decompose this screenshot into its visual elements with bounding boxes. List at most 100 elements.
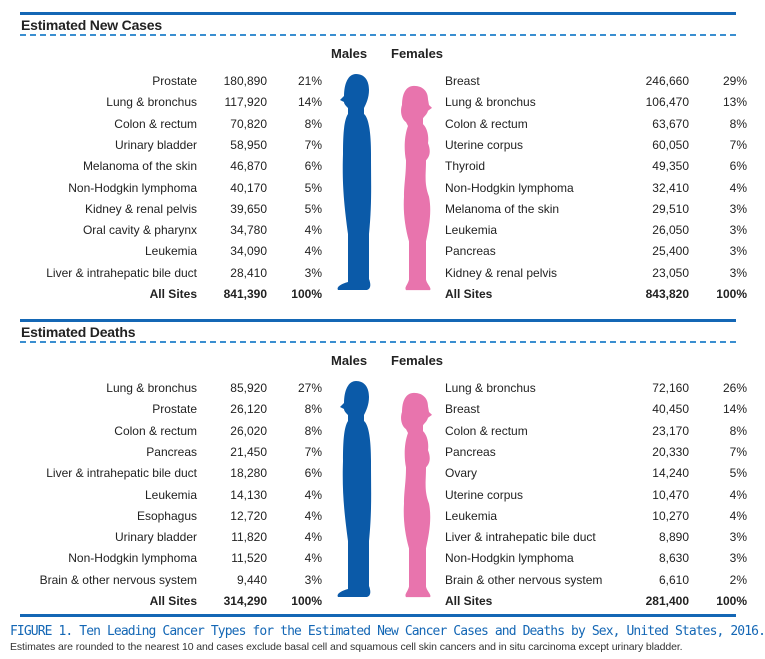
table-row: Kidney & renal pelvis 39,650 5% Melanoma o… (20, 199, 747, 219)
table-row: Esophagus 12,720 4% Leukemia 10,270 4% (20, 506, 747, 526)
female-count: 843,820 (645, 287, 689, 301)
table-row: Liver & intrahepatic bile duct 28,410 3% K… (20, 263, 747, 283)
male-percent: 6% (304, 159, 322, 174)
male-site: All Sites (149, 594, 197, 608)
female-site: Pancreas (445, 444, 496, 459)
female-silhouette-icon (401, 392, 432, 598)
female-percent: 7% (729, 444, 747, 459)
male-site: Liver & intrahepatic bile duct (46, 265, 197, 280)
section-title: Estimated New Cases (21, 17, 162, 33)
male-count: 58,950 (230, 137, 267, 152)
male-percent: 4% (304, 244, 322, 259)
female-percent: 100% (716, 287, 747, 301)
new-cases-section: Estimated New Cases Males Females Prosta… (20, 12, 747, 312)
male-percent: 3% (304, 265, 322, 280)
table-row: Liver & intrahepatic bile duct 18,280 6% O… (20, 463, 747, 483)
female-percent: 4% (729, 508, 747, 523)
male-silhouette-icon (337, 381, 372, 597)
male-site: Lung & bronchus (106, 381, 197, 395)
male-percent: 4% (304, 508, 322, 523)
table-row: Leukemia 34,090 4% Pancreas 25,400 3% (20, 241, 747, 261)
female-site: Breast (445, 402, 480, 417)
female-percent: 100% (716, 594, 747, 608)
female-site: Thyroid (445, 159, 486, 174)
male-count: 11,820 (231, 530, 267, 545)
female-site: Pancreas (445, 244, 496, 259)
table-row: Oral cavity & pharynx 34,780 4% Leukemia 26… (20, 220, 747, 240)
male-count: 12,720 (230, 508, 267, 523)
female-percent: 3% (729, 265, 747, 280)
male-count: 14,130 (230, 487, 267, 502)
male-percent: 8% (304, 402, 322, 417)
table-row: Colon & rectum 26,020 8% Colon & rectum 23,… (20, 421, 747, 441)
female-percent: 2% (729, 572, 747, 587)
male-percent: 100% (291, 287, 322, 301)
table-row: Urinary bladder 11,820 4% Liver & intrahep… (20, 527, 747, 547)
male-count: 117,920 (224, 95, 268, 110)
male-count: 18,280 (230, 466, 267, 481)
male-count: 70,820 (230, 116, 267, 131)
female-site: Liver & intrahepatic bile duct (445, 530, 596, 545)
table-row: Prostate 180,890 21% Breast 246,660 29% (20, 71, 747, 91)
female-count: 25,400 (652, 244, 689, 259)
male-percent: 6% (304, 466, 322, 481)
female-percent: 8% (729, 116, 747, 131)
female-percent: 3% (729, 201, 747, 216)
female-percent: 3% (729, 223, 747, 238)
table-row: Prostate 26,120 8% Breast 40,450 14% (20, 399, 747, 419)
table-row: Lung & bronchus 85,920 27% Lung & bronchus… (20, 378, 747, 398)
female-count: 8,630 (658, 551, 689, 566)
male-count: 28,410 (230, 265, 267, 280)
male-percent: 4% (304, 530, 322, 545)
female-percent: 4% (729, 180, 747, 195)
female-site: All Sites (445, 287, 493, 301)
female-percent: 8% (729, 423, 747, 438)
female-count: 6,610 (658, 572, 689, 587)
male-count: 21,450 (230, 444, 267, 459)
table-row: Non-Hodgkin lymphoma 11,520 4% Non-Hodgkin… (20, 548, 747, 568)
male-percent: 3% (304, 572, 322, 587)
figure-caption: FIGURE 1. Ten Leading Cancer Types for t… (10, 624, 765, 639)
male-percent: 8% (304, 423, 322, 438)
male-site: Oral cavity & pharynx (82, 223, 197, 238)
male-count: 9,440 (236, 572, 267, 587)
female-percent: 14% (722, 402, 747, 417)
female-site: Uterine corpus (445, 487, 524, 502)
female-site: Brain & other nervous system (445, 572, 603, 587)
section-top-rule (20, 319, 736, 322)
male-site: Liver & intrahepatic bile duct (46, 466, 197, 481)
section-top-rule (20, 12, 736, 15)
female-silhouette-icon (401, 85, 432, 291)
female-percent: 7% (729, 137, 747, 152)
male-count: 11,520 (231, 551, 267, 566)
table-row: Colon & rectum 70,820 8% Colon & rectum 63,… (20, 114, 747, 134)
male-percent: 8% (304, 116, 322, 131)
dashed-divider (20, 34, 736, 36)
female-count: 8,890 (658, 530, 689, 545)
bottom-rule (20, 614, 736, 617)
female-site: Uterine corpus (445, 137, 524, 152)
male-site: Pancreas (146, 444, 197, 459)
male-site: Esophagus (136, 508, 197, 523)
table-row: Urinary bladder 58,950 7% Uterine corpus 60… (20, 135, 747, 155)
females-header: Females (391, 46, 444, 61)
male-percent: 14% (297, 95, 322, 110)
female-count: 106,470 (645, 95, 689, 110)
female-percent: 29% (722, 74, 747, 88)
female-site: Leukemia (445, 223, 498, 238)
female-count: 32,410 (652, 180, 689, 195)
female-count: 10,270 (652, 508, 689, 523)
female-count: 72,160 (652, 381, 689, 395)
female-percent: 3% (729, 244, 747, 259)
male-count: 26,020 (230, 423, 267, 438)
table-row: Pancreas 21,450 7% Pancreas 20,330 7% (20, 442, 747, 462)
female-percent: 6% (729, 159, 747, 174)
male-site: Non-Hodgkin lymphoma (68, 180, 197, 195)
male-count: 180,890 (223, 74, 267, 88)
male-count: 34,090 (230, 244, 267, 259)
female-percent: 5% (729, 466, 747, 481)
male-percent: 4% (304, 487, 322, 502)
female-site: Colon & rectum (445, 116, 528, 131)
figure-note: Estimates are rounded to the nearest 10 … (10, 641, 683, 653)
